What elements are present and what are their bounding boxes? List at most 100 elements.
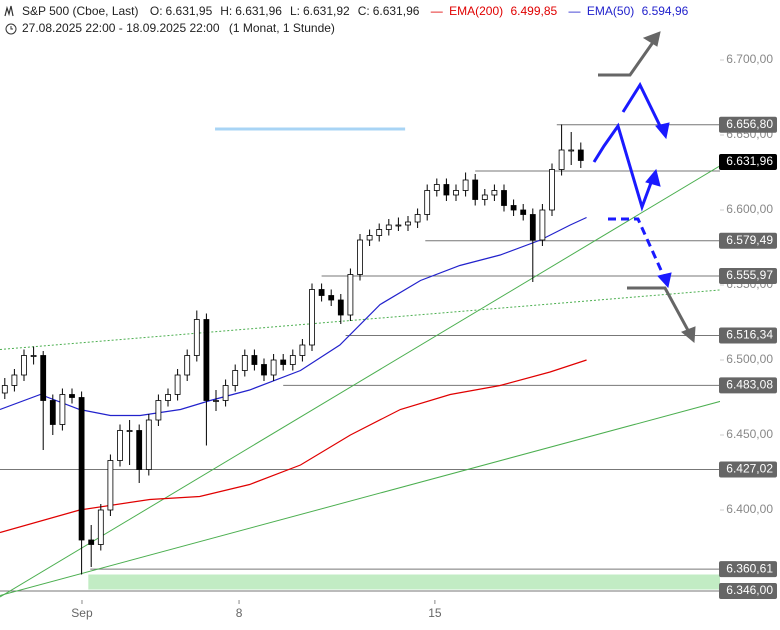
candle-body [49,400,56,425]
candle-body [337,299,344,316]
arrowhead [655,122,670,140]
plot-area [0,124,720,598]
trend-line [0,165,720,598]
level-box [719,461,777,478]
x-tick-label: 8 [236,606,243,620]
candle-body [136,430,143,470]
axis-area: 6.400,006.450,006.500,006.550,006.600,00… [71,52,777,620]
candle-body [280,359,287,365]
arrow [627,286,692,335]
candle-body [472,179,479,200]
candle-body [577,149,584,161]
candle-body [1,385,8,394]
candle-body [78,397,85,541]
level-box [719,377,777,394]
candle-body [97,509,104,545]
y-tick-label: 6.700,00 [726,52,773,66]
legend-name: EMA(200) [449,4,503,18]
candle-body [11,374,18,386]
scenario-arrows [592,31,696,344]
candle-body [328,295,335,301]
arrowhead [642,31,661,47]
level-label: 6.427,02 [726,462,773,476]
period-line: 27.08.2025 22:00 - 18.09.2025 22:00 (1 M… [22,21,335,35]
level-label: 6.483,08 [726,378,773,392]
level-label: 6.579,49 [726,233,773,247]
legend-marker: — [431,4,443,18]
candle-body [193,319,200,356]
candle-body [309,289,315,346]
candle-body [165,394,171,401]
legend-name: EMA(50) [587,4,634,18]
y-tick-label: 6.500,00 [726,352,773,366]
level-box [719,232,777,249]
candle-body [174,374,181,395]
candle-body [117,430,123,461]
level-label: 6.555,97 [726,268,773,282]
level-box [719,561,777,578]
quote-value: 6.631,96 [235,4,282,18]
quote-label: C: [358,4,370,18]
trend-line [0,400,720,596]
candle-body [424,190,431,215]
candle-body [261,364,267,376]
period: 27.08.2025 22:00 - 18.09.2025 22:00 [22,21,220,35]
candle-body [270,359,277,376]
candle-body [568,149,575,152]
quote-label: O: [150,4,163,18]
candle-body [203,319,210,401]
candle-body [241,355,248,371]
arrow [598,37,658,77]
candle-body [405,221,411,226]
candle-body [299,344,306,356]
candle-body [69,394,75,398]
candle-body [443,184,450,196]
candle-body [539,209,546,241]
candle-body [126,430,133,432]
candle-body [395,224,402,227]
arrowhead [645,168,661,187]
candle-body [145,419,152,470]
candle-body [21,355,27,376]
chart-icon [4,5,14,17]
header-bg [0,0,500,40]
level-label: 6.656,80 [726,117,773,131]
candle-body [520,209,527,215]
candle-body [433,184,440,191]
candle-body [222,385,229,401]
interval: (1 Monat, 1 Stunde) [229,21,335,35]
candle-body [347,274,354,316]
candle-body [366,235,373,241]
legend-marker: — [569,4,581,18]
last-price-box [719,154,777,171]
level-label: 6.360,61 [726,561,773,575]
candle-body [289,355,296,365]
last-price-label: 6.631,96 [726,154,773,168]
level-box [719,116,777,133]
header-line: S&P 500 (Cboe, Last) O: 6.631,95 H: 6.631,9… [22,4,689,18]
candle-body [40,355,47,401]
candle-body [510,205,517,211]
level-label: 6.346,00 [726,583,773,597]
quote-value: 6.631,92 [303,4,350,18]
level-label: 6.516,34 [726,328,773,342]
clock-icon [5,23,17,35]
arrow [608,217,667,280]
candle-body [251,355,258,365]
candle-body [481,194,488,200]
candle-body [59,394,66,425]
quote-value: 6.631,95 [166,4,213,18]
candle-body [453,190,459,196]
ema-line [0,216,587,417]
arrowhead [657,272,672,289]
candle-body [414,214,421,223]
candle-body [357,239,363,275]
candle-body [213,400,219,402]
candle-body [558,149,565,170]
x-tick-label: Sep [71,606,93,620]
level-box [719,327,777,344]
zone [88,574,720,590]
candle-body [491,190,498,196]
candle-body [385,224,392,230]
